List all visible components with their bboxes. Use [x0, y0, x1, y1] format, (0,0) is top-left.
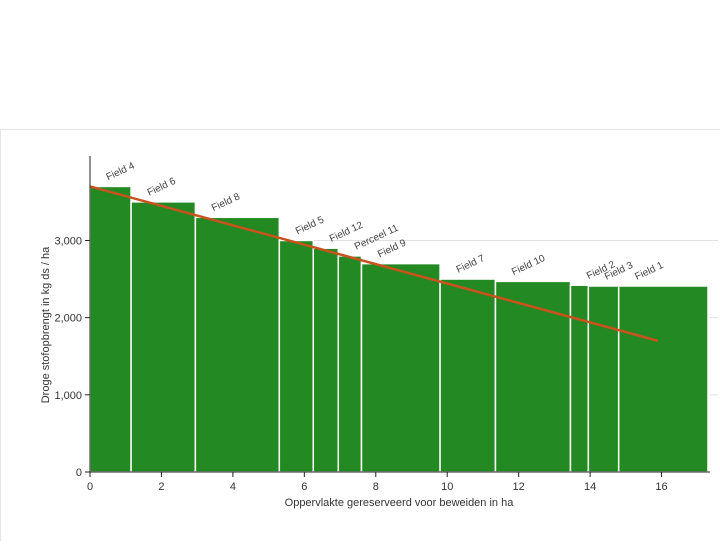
bar [337, 255, 363, 473]
x-tick-label: 14 [584, 481, 596, 493]
x-tick-label: 8 [373, 481, 379, 493]
bar-label: Field 8 [210, 191, 242, 214]
bar-label: Field 4 [105, 160, 137, 183]
bar [278, 239, 315, 473]
x-tick-label: 6 [301, 481, 307, 493]
y-axis-title: Droge stofopbrengt in kg ds / ha [40, 246, 52, 403]
bar-label: Field 7 [455, 253, 487, 276]
bar [130, 201, 197, 473]
bar-label: Field 10 [510, 253, 547, 278]
bar [194, 216, 281, 473]
bar [439, 278, 497, 473]
bar [494, 280, 572, 473]
x-tick-label: 10 [441, 481, 453, 493]
bar [89, 185, 132, 473]
bar [312, 247, 340, 473]
bar [617, 285, 709, 473]
bar [569, 284, 590, 473]
y-tick-label: 3,000 [54, 235, 82, 247]
trend-line [89, 185, 659, 343]
x-axis-title: Oppervlakte gereserveerd voor beweiden i… [285, 497, 515, 509]
x-tick-label: 12 [513, 481, 525, 493]
x-tick-label: 0 [87, 481, 93, 493]
x-tick-label: 4 [230, 481, 236, 493]
bar-label: Field 6 [146, 176, 178, 199]
variable-width-bar-chart: 0 1,000 2,000 3,000 0 2 4 6 8 10 12 14 16 Field 4 Fie… [40, 156, 718, 509]
y-tick-label: 1,000 [54, 390, 82, 402]
bar-label: Field 5 [294, 214, 326, 237]
y-tick-label: 2,000 [54, 313, 82, 325]
chart-area: 0 1,000 2,000 3,000 0 2 4 6 8 10 12 14 16 Field 4 Fie… [0, 129, 720, 541]
y-tick-label: 0 [76, 467, 82, 479]
bar [360, 262, 441, 473]
x-tick-label: 2 [158, 481, 164, 493]
bar-label: Field 1 [633, 260, 665, 283]
x-tick-label: 16 [655, 481, 667, 493]
bar [587, 285, 620, 473]
